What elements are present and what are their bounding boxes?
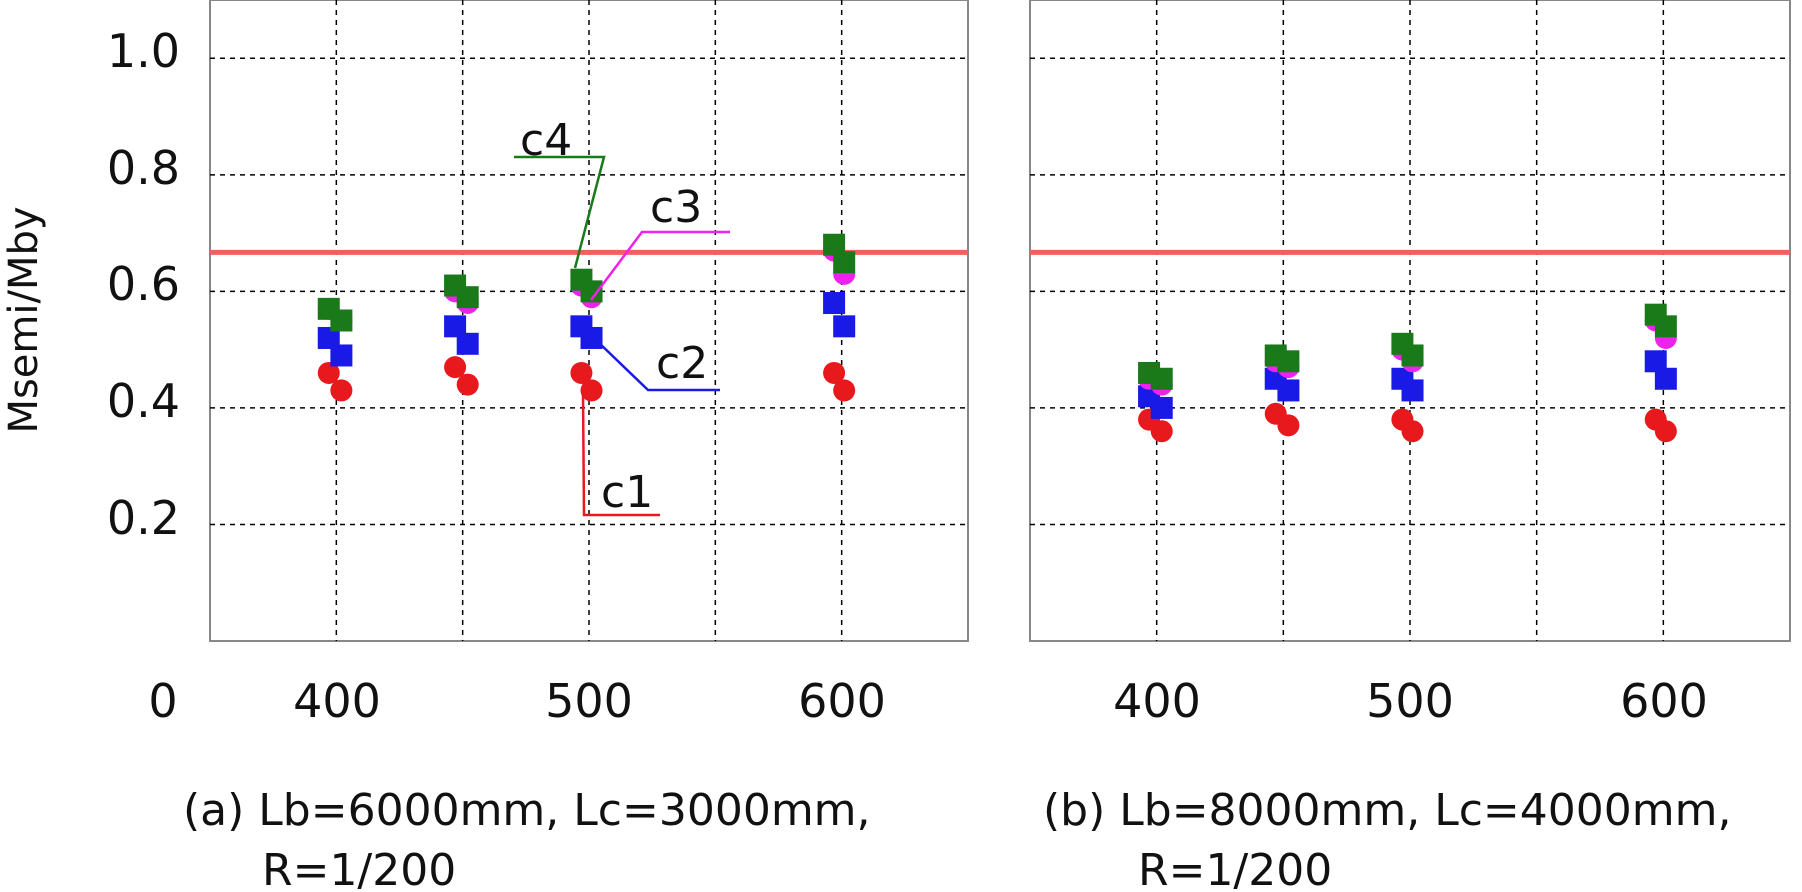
panel-b-point-series-s4	[1150, 367, 1173, 390]
panel-a-point-series-c2	[833, 315, 856, 338]
panel-b-point-series-s4	[1277, 350, 1300, 373]
panel-a-point-series-c4	[823, 233, 846, 256]
panel-a: 1.0 0.8 0.6 0.4 0.2 0 400 500 600 Msemi/…	[1, 0, 969, 892]
panel-b-caption-line1: (b) Lb=8000mm, Lc=4000mm,	[1043, 785, 1732, 836]
panel-b-point-series-s2	[1654, 367, 1677, 390]
x-origin-label: 0	[148, 674, 177, 728]
panel-b-caption-line2: R=1/200	[1138, 845, 1332, 892]
c3-label: c3	[650, 182, 702, 233]
c1-label: c1	[601, 467, 653, 518]
annotation-c2: c2	[595, 338, 720, 392]
c4-label: c4	[520, 115, 572, 166]
panel-b-point-series-s1	[1401, 420, 1424, 443]
annotation-c1: c1	[581, 392, 660, 518]
panel-a-point-series-c1	[570, 361, 593, 384]
panel-a-caption-line1: (a) Lb=6000mm, Lc=3000mm,	[183, 785, 871, 836]
panel-a-point-series-c2	[823, 292, 846, 315]
panel-b-point-series-s2	[1644, 350, 1667, 373]
panel-b-grid	[1030, 0, 1790, 641]
panel-a-point-series-c2	[580, 326, 603, 349]
x-tick-label: 600	[1620, 674, 1708, 728]
y-tick-label: 1.0	[107, 24, 180, 78]
panel-b: 400 500 600 (b) Lb=8000mm, Lc=4000mm, R=…	[1029, 0, 1791, 892]
panel-b-point-series-s2	[1277, 379, 1300, 402]
panel-b-point-series-s2	[1150, 396, 1173, 419]
x-tick-label: 600	[798, 674, 886, 728]
panel-a-point-series-c4	[580, 280, 603, 303]
annotation-c3: c3	[590, 182, 730, 301]
panel-b-marks	[1138, 303, 1677, 443]
panel-a-point-series-c2	[317, 326, 340, 349]
panel-a-point-series-c4	[456, 286, 479, 309]
panel-b-point-series-s4	[1654, 315, 1677, 338]
panel-a-point-series-c1	[330, 379, 353, 402]
panel-b-point-series-s2	[1401, 379, 1424, 402]
panel-a-point-series-c1	[580, 379, 603, 402]
c1-leader-line	[581, 392, 660, 517]
c3-leader-line	[590, 230, 730, 301]
c2-label: c2	[656, 338, 708, 389]
panel-a-point-series-c4	[833, 251, 856, 274]
y-tick-label: 0.8	[107, 141, 180, 195]
x-tick-label: 500	[545, 674, 633, 728]
y-axis-label: Msemi/Mby	[1, 206, 47, 433]
c4-leader-line	[514, 155, 606, 269]
x-tick-label: 400	[293, 674, 381, 728]
panel-a-caption-line2: R=1/200	[262, 845, 456, 892]
y-tick-label: 0.6	[107, 257, 180, 311]
panel-a-point-series-c2	[444, 315, 467, 338]
panel-b-point-series-s4	[1401, 344, 1424, 367]
y-tick-label: 0.2	[107, 491, 180, 545]
panel-a-point-series-c1	[823, 361, 846, 384]
panel-b-point-series-s1	[1150, 420, 1173, 443]
panel-a-point-series-c2	[456, 332, 479, 355]
c2-leader-line	[595, 339, 720, 392]
x-tick-label: 400	[1113, 674, 1201, 728]
panel-a-point-series-c1	[833, 379, 856, 402]
x-tick-label: 500	[1366, 674, 1454, 728]
y-tick-label: 0.4	[107, 374, 180, 428]
panel-a-point-series-c2	[330, 344, 353, 367]
panel-a-point-series-c1	[444, 356, 467, 379]
panel-b-point-series-s1	[1277, 414, 1300, 437]
panel-b-point-series-s1	[1654, 420, 1677, 443]
annotation-c4: c4	[514, 115, 606, 269]
panel-a-point-series-c4	[330, 309, 353, 332]
panel-a-marks	[317, 233, 856, 402]
panel-a-point-series-c1	[317, 361, 340, 384]
panel-a-point-series-c1	[456, 373, 479, 396]
